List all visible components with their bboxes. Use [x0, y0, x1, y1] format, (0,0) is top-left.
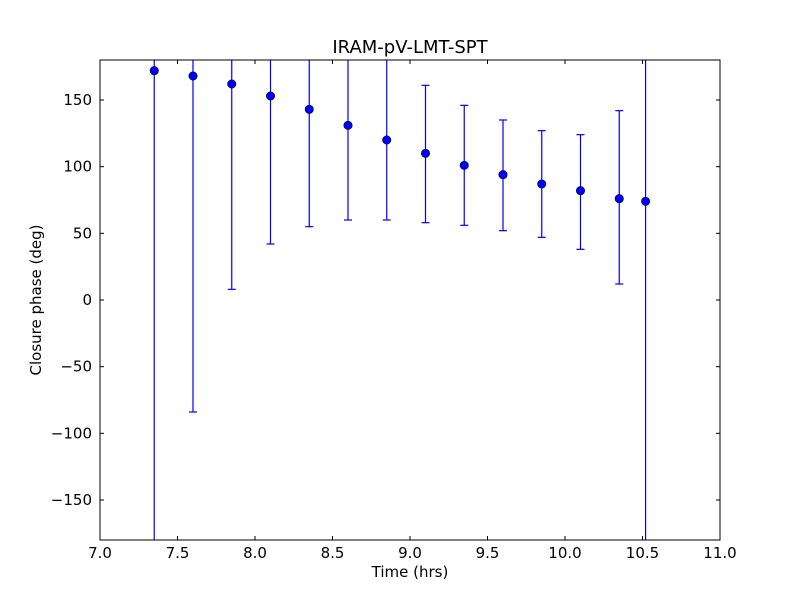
y-axis-label: Closure phase (deg) — [27, 225, 45, 376]
data-point — [188, 71, 198, 81]
y-axis-ticks: −150 −100 −50 0 50 100 150 — [51, 91, 720, 509]
x-tick-label: 9.5 — [476, 544, 500, 562]
x-tick-label: 8.0 — [243, 544, 267, 562]
x-tick-label: 7.5 — [166, 544, 190, 562]
data-point — [614, 194, 624, 204]
chart-title: IRAM-pV-LMT-SPT — [332, 37, 488, 58]
y-tick-label: −50 — [60, 358, 92, 376]
x-axis-ticks: 7.0 7.5 8.0 8.5 9.0 9.5 10.0 10.5 11.0 — [88, 60, 737, 562]
data-points — [149, 66, 651, 206]
x-tick-label: 10.5 — [626, 544, 659, 562]
y-tick-label: 100 — [63, 158, 92, 176]
data-point — [149, 66, 159, 76]
data-point — [304, 104, 314, 114]
data-point — [537, 179, 547, 189]
y-tick-label: −100 — [51, 424, 92, 442]
y-tick-label: −150 — [51, 491, 92, 509]
data-point — [343, 120, 353, 130]
data-point — [382, 135, 392, 145]
x-tick-label: 9.0 — [398, 544, 422, 562]
data-point — [459, 160, 469, 170]
plot-background — [100, 60, 720, 540]
plot-frame — [99, 59, 721, 541]
x-tick-label: 8.5 — [321, 544, 345, 562]
x-axis-label: Time (hrs) — [371, 563, 449, 581]
data-point — [227, 79, 237, 89]
x-tick-label: 10.0 — [548, 544, 581, 562]
y-tick-label: 150 — [63, 91, 92, 109]
data-point — [420, 148, 430, 158]
y-tick-label: 0 — [82, 291, 92, 309]
data-point — [575, 186, 585, 196]
data-point — [265, 91, 275, 101]
y-tick-label: 50 — [73, 224, 92, 242]
data-point — [641, 196, 651, 206]
x-tick-label: 11.0 — [703, 544, 736, 562]
data-point — [498, 170, 508, 180]
x-tick-label: 7.0 — [88, 544, 112, 562]
